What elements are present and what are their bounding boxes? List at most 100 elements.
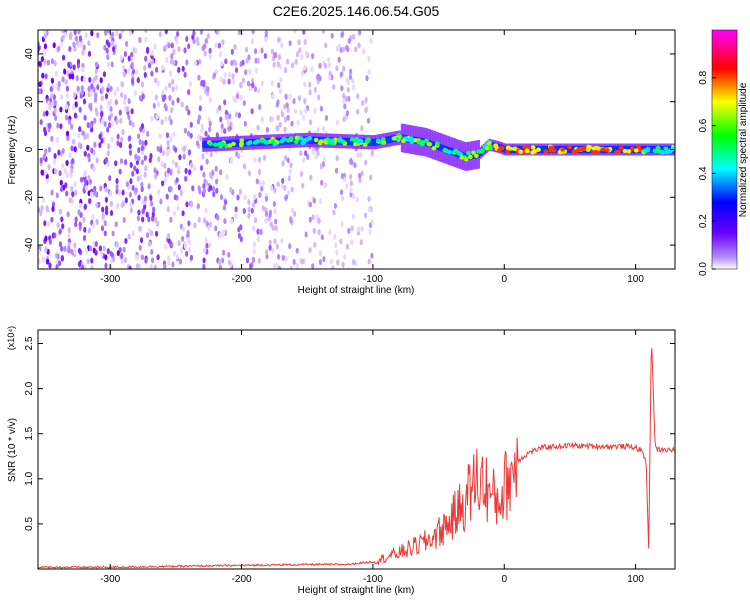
- spectrogram-noise-cell: [208, 47, 212, 54]
- spectrogram-noise-cell: [296, 119, 300, 126]
- spectrogram-peak-cell: [633, 148, 639, 153]
- spectrogram-peak-cell: [431, 146, 437, 151]
- spectrogram-noise-cell: [177, 165, 181, 172]
- spectrogram-noise-cell: [264, 30, 268, 37]
- spectrogram-noise-cell: [43, 58, 47, 65]
- spectrogram-noise-cell: [370, 149, 374, 156]
- spectrogram-noise-cell: [237, 112, 241, 119]
- spectrogram-noise-cell: [135, 68, 139, 75]
- spectrogram-core-cell: [204, 141, 207, 149]
- spectrogram-noise-cell: [170, 42, 174, 49]
- spectrogram-noise-cell: [317, 229, 321, 236]
- spectrogram-noise-cell: [44, 235, 48, 242]
- spectrogram-noise-cell: [107, 82, 111, 89]
- spectrogram-noise-cell: [104, 156, 109, 163]
- spectrogram-noise-cell: [335, 249, 339, 256]
- spectrogram-noise-cell: [44, 73, 48, 80]
- spectrogram-noise-cell: [189, 201, 193, 208]
- spectrogram-peak-cell: [288, 137, 294, 143]
- spectrogram-noise-cell: [143, 72, 147, 78]
- spectrogram-noise-cell: [103, 220, 107, 227]
- spectrogram-noise-cell: [70, 185, 74, 192]
- spectrogram-noise-cell: [38, 81, 42, 88]
- spectrogram-noise-cell: [220, 127, 224, 134]
- spectrogram-core-cell: [661, 145, 664, 154]
- spectrogram-core-cell: [651, 145, 654, 154]
- spectrogram-noise-cell: [219, 116, 223, 123]
- spectrogram-noise-cell: [157, 156, 161, 163]
- spectrogram-noise-cell: [86, 258, 90, 265]
- spectrogram-noise-cell: [39, 157, 43, 164]
- spectrogram-noise-cell: [82, 235, 87, 241]
- spectrogram-noise-cell: [289, 217, 293, 224]
- spectrogram-noise-cell: [48, 122, 52, 129]
- spectrogram-noise-cell: [121, 189, 125, 196]
- spectrogram-noise-cell: [270, 48, 274, 55]
- spectrogram-noise-cell: [272, 263, 276, 269]
- spectrogram-noise-cell: [104, 254, 108, 261]
- spectrogram-peak-cell: [231, 141, 236, 147]
- spectrogram-noise-cell: [312, 227, 316, 234]
- colorbar-tick-label: 0.2: [698, 214, 709, 228]
- spectrogram-noise-cell: [311, 53, 315, 60]
- x-tick-label: 0: [501, 274, 507, 285]
- spectrogram-noise-cell: [187, 220, 191, 227]
- spectrogram-noise-cell: [101, 212, 105, 219]
- spectrogram-peak-cell: [629, 146, 635, 151]
- spectrogram-noise-cell: [38, 88, 41, 95]
- y-tick-label: 1.5: [24, 426, 35, 440]
- spectrogram-noise-cell: [136, 175, 140, 182]
- spectrogram-noise-cell: [295, 247, 299, 254]
- spectrogram-noise-cell: [198, 58, 202, 65]
- spectrogram-noise-cell: [245, 257, 250, 264]
- x-tick-label: 100: [627, 274, 644, 285]
- spectrogram-noise-cell: [207, 225, 211, 232]
- spectrogram-noise-cell: [109, 200, 113, 207]
- spectrogram-noise-cell: [286, 157, 290, 164]
- spectrogram-noise-cell: [214, 68, 219, 75]
- spectrogram-noise-cell: [185, 201, 189, 208]
- spectrogram-noise-cell: [281, 177, 285, 184]
- spectrogram-core-cell: [202, 141, 205, 149]
- spectrogram-noise-cell: [237, 232, 242, 239]
- spectrogram-noise-cell: [205, 179, 209, 186]
- spectrogram-noise-cell: [118, 189, 122, 196]
- spectrogram-noise-cell: [98, 133, 102, 140]
- spectrogram-noise-cell: [46, 59, 50, 66]
- spectrogram-noise-cell: [311, 148, 315, 155]
- spectrogram-core-cell: [556, 145, 559, 154]
- spectrogram-noise-cell: [288, 243, 292, 250]
- spectrogram-noise-cell: [129, 201, 133, 207]
- spectrogram-noise-cell: [220, 60, 224, 67]
- spectrogram-noise-cell: [274, 52, 278, 59]
- spectrogram-noise-cell: [306, 154, 310, 160]
- spectrogram-noise-cell: [198, 188, 202, 195]
- spectrogram-noise-cell: [59, 94, 64, 100]
- spectrogram-noise-cell: [193, 165, 197, 172]
- spectrogram-noise-cell: [172, 210, 176, 217]
- spectrogram-peak-cell: [356, 139, 362, 144]
- spectrogram-noise-cell: [164, 85, 168, 92]
- spectrogram-noise-cell: [57, 81, 61, 87]
- spectrogram-noise-cell: [46, 206, 50, 213]
- colorbar-tick-label: 0.8: [698, 70, 709, 84]
- spectrogram-noise-cell: [344, 95, 348, 102]
- spectrogram-noise-cell: [355, 196, 359, 203]
- spectrogram-noise-cell: [63, 245, 67, 252]
- spectrogram-noise-cell: [169, 216, 173, 223]
- spectrogram-noise-cell: [364, 159, 368, 166]
- spectrogram-core-cell: [568, 145, 571, 154]
- spectrogram-noise-cell: [216, 30, 220, 35]
- spectrogram-noise-cell: [106, 54, 110, 61]
- spectrogram-noise-cell: [107, 143, 111, 150]
- snr-panel: -300 -200 -100 0 100 0.5 1.0 1.5 2.0 2.5 Height …: [6, 326, 676, 596]
- spectrogram-noise-cell: [122, 246, 126, 253]
- spectrogram-noise-cell: [271, 247, 275, 254]
- spectrogram-noise-cell: [367, 55, 371, 62]
- spectrogram-noise-cell: [253, 217, 258, 224]
- spectrogram-peak-cell: [596, 146, 602, 151]
- spectrogram-noise-cell: [179, 190, 183, 196]
- spectrogram-core-cell: [529, 145, 532, 154]
- spectrogram-peak-cell: [270, 139, 276, 144]
- spectrogram-noise-cell: [150, 257, 155, 264]
